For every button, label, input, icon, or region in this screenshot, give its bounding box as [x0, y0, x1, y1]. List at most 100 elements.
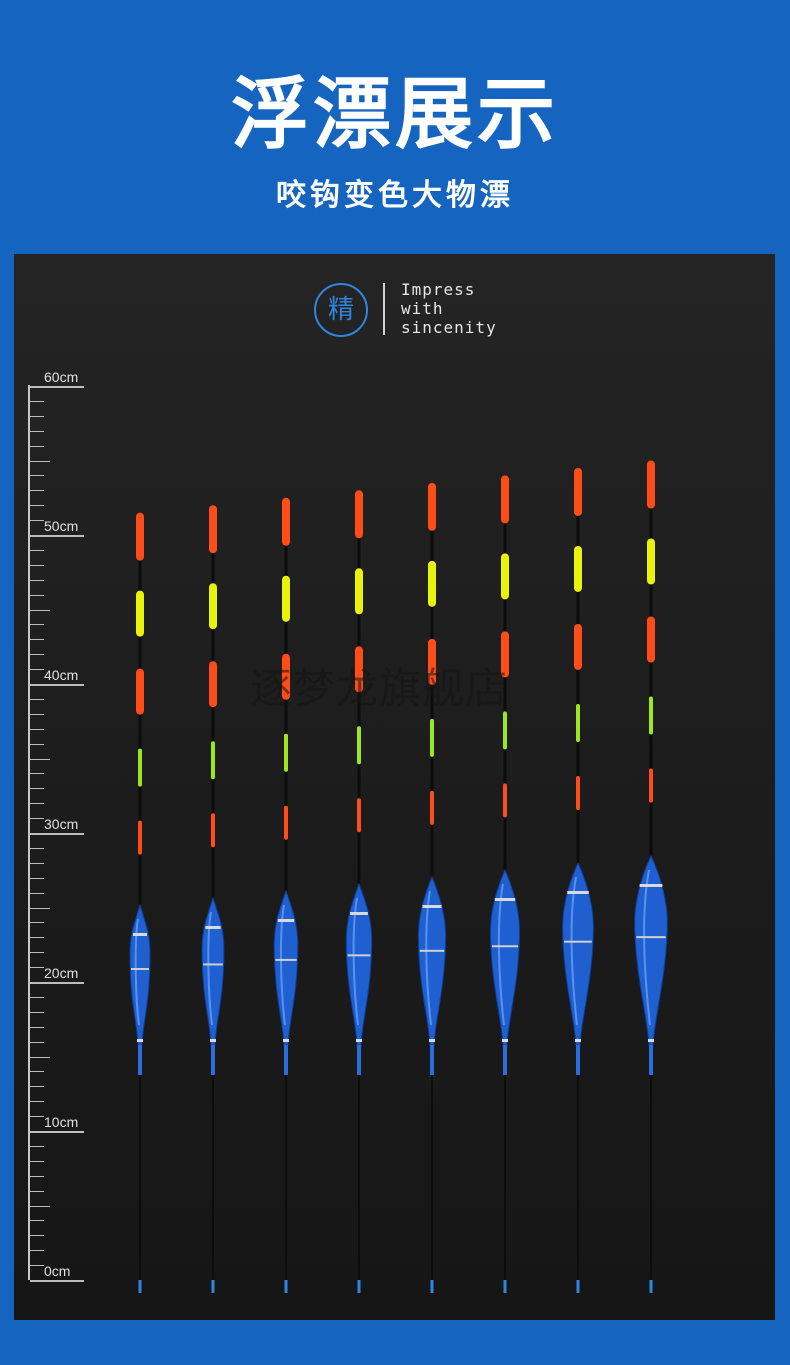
- ruler-minor-tick: [30, 967, 44, 969]
- ruler-minor-tick: [30, 847, 44, 849]
- float-tip-segment: [138, 748, 142, 787]
- ruler-minor-tick: [30, 713, 44, 715]
- float-tip-segment: [211, 813, 215, 848]
- float-tip-segment: [576, 703, 580, 742]
- ruler-minor-tick: [30, 698, 44, 700]
- float-tip-segment: [649, 768, 653, 803]
- float-tip-segment: [647, 460, 655, 509]
- ruler-minor-tick: [30, 1190, 44, 1192]
- ruler-minor-tick: [30, 922, 44, 924]
- ruler-minor-tick: [30, 1220, 44, 1222]
- float-tip-segment: [428, 482, 436, 531]
- page-subtitle: 咬钩变色大物漂: [276, 178, 514, 213]
- float-bottom-tip: [138, 1280, 142, 1293]
- float-tip-segment: [501, 475, 509, 524]
- float-ring: [203, 963, 223, 966]
- ruler-major-tick: [30, 1131, 84, 1133]
- float-bottom-tip: [649, 1280, 653, 1293]
- ruler-minor-tick: [30, 803, 44, 805]
- ruler-minor-tick: [30, 669, 44, 671]
- float-tip-segment: [355, 490, 363, 539]
- float-tip-segment: [647, 538, 655, 585]
- ruler-label: 50cm: [44, 518, 79, 534]
- ruler-minor-tick: [30, 1235, 44, 1237]
- ruler-major-tick: [30, 535, 84, 537]
- ruler-minor-tick: [30, 624, 44, 626]
- float-ring: [275, 958, 297, 961]
- ruler-minor-tick: [30, 952, 44, 954]
- ruler-minor-tick: [30, 862, 44, 864]
- float-bottom-tip: [576, 1280, 580, 1293]
- float-bottom-tip: [211, 1280, 215, 1293]
- ruler-minor-tick: [30, 520, 44, 522]
- ruler-minor-tick: [30, 1056, 50, 1058]
- slogan-line: Impress: [401, 280, 476, 299]
- ruler-minor-tick: [30, 1086, 44, 1088]
- float-tip-segment: [574, 467, 582, 516]
- float-tip-segment: [136, 668, 144, 715]
- float-tip-segment: [138, 820, 142, 855]
- float-tip-segment: [284, 733, 288, 772]
- float-body-highlight: [134, 918, 140, 1026]
- ruler-minor-tick: [30, 609, 50, 611]
- ruler-minor-tick: [30, 818, 44, 820]
- float-tip-segment: [503, 711, 507, 750]
- float-ring: [502, 1039, 508, 1042]
- ruler-minor-tick: [30, 460, 50, 462]
- ruler-minor-tick: [30, 490, 44, 492]
- ruler-minor-tick: [30, 639, 44, 641]
- float-ring: [491, 945, 519, 948]
- float-bottom-tip: [430, 1280, 434, 1293]
- ruler-minor-tick: [30, 430, 44, 432]
- ruler-label: 40cm: [44, 667, 79, 683]
- float-ring: [277, 919, 295, 922]
- ruler-minor-tick: [30, 1026, 44, 1028]
- ruler-label: 20cm: [44, 965, 79, 981]
- ruler-minor-tick: [30, 758, 50, 760]
- float-bottom-tip: [503, 1280, 507, 1293]
- ruler-minor-tick: [30, 654, 44, 656]
- ruler-minor-tick: [30, 594, 44, 596]
- ruler-label: 60cm: [44, 369, 79, 385]
- float-tip-segment: [282, 497, 290, 546]
- float-tip-segment: [576, 775, 580, 810]
- ruler-major-tick: [30, 833, 84, 835]
- ruler-minor-tick: [30, 415, 44, 417]
- float-ring: [350, 912, 368, 915]
- ruler-minor-tick: [30, 773, 44, 775]
- float-ring: [137, 1039, 143, 1042]
- quality-badge: 精: [314, 283, 368, 337]
- float-tip-segment: [282, 575, 290, 622]
- float-tip-segment: [574, 545, 582, 592]
- ruler-minor-tick: [30, 1205, 50, 1207]
- float-ring: [575, 1039, 581, 1042]
- float-ring: [636, 936, 666, 939]
- float-ring: [567, 891, 589, 894]
- float-tip-segment: [574, 623, 582, 670]
- float-tip-segment: [430, 718, 434, 757]
- ruler-minor-tick: [30, 877, 44, 879]
- float-tip-segment: [430, 790, 434, 825]
- float-ring: [210, 1039, 216, 1042]
- float-tip-segment: [209, 583, 217, 630]
- float-tip-segment: [136, 512, 144, 561]
- ruler-minor-tick: [30, 937, 44, 939]
- float-ring: [347, 954, 371, 957]
- ruler-major-tick: [30, 386, 84, 388]
- float-ring: [429, 1039, 435, 1042]
- float-ring: [356, 1039, 362, 1042]
- float-tip-segment: [209, 661, 217, 708]
- ruler-minor-tick: [30, 788, 44, 790]
- slogan-line: sincenity: [401, 318, 497, 337]
- float-tip-segment: [355, 568, 363, 615]
- float-tip-segment: [428, 638, 436, 685]
- float-ring: [648, 1039, 654, 1042]
- ruler-minor-tick: [30, 1011, 44, 1013]
- slogan-line: with: [401, 299, 444, 318]
- float-tip-segment: [428, 560, 436, 607]
